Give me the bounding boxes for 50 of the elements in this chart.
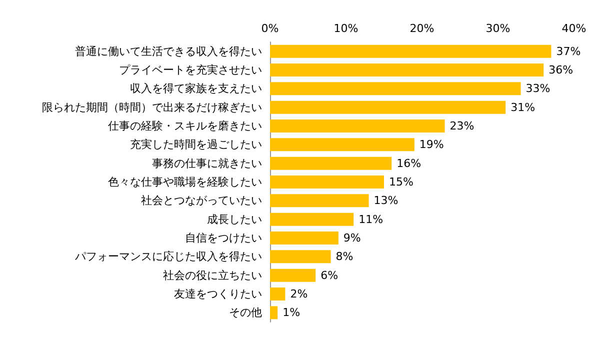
y-tick-label: 普通に働いて生活できる収入を得たい	[75, 44, 262, 58]
bar	[270, 176, 384, 188]
data-label: 6%	[320, 268, 338, 282]
bar	[270, 44, 552, 58]
bar	[270, 138, 414, 152]
data-label: 9%	[343, 232, 361, 244]
data-label: 11%	[358, 212, 384, 226]
data-label: 2%	[290, 288, 308, 300]
y-tick-label: 限られた期間（時間）で出来るだけ稼ぎたい	[42, 100, 262, 114]
y-tick-label: 事務の仕事に就きたい	[152, 156, 262, 170]
bar	[270, 120, 445, 132]
bar	[270, 268, 316, 282]
data-label: 19%	[419, 138, 444, 152]
y-tick-label: その他	[229, 306, 262, 320]
bar	[270, 232, 338, 244]
data-label: 36%	[548, 64, 574, 76]
y-tick-label: 社会の役に立ちたい	[163, 268, 262, 282]
data-label: 13%	[374, 194, 398, 208]
y-tick-label: 成長したい	[207, 212, 262, 226]
bar	[270, 82, 521, 96]
bar	[270, 64, 544, 76]
x-tick-label: 30%	[486, 22, 510, 35]
y-tick-label: 社会とつながっていたい	[141, 194, 262, 208]
bar	[270, 100, 506, 114]
data-label: 23%	[450, 120, 474, 132]
y-tick-label: 充実した時間を過ごしたい	[130, 138, 262, 152]
data-label: 33%	[526, 82, 550, 96]
data-label: 31%	[510, 100, 536, 114]
data-label: 1%	[282, 306, 300, 320]
bar	[270, 250, 331, 264]
y-tick-label: 自信をつけたい	[185, 232, 262, 244]
data-label: 15%	[389, 176, 414, 188]
bar	[270, 212, 354, 226]
y-tick-label: 色々な仕事や職場を経験したい	[108, 176, 262, 188]
bar	[270, 194, 369, 208]
x-tick-label: 40%	[562, 22, 586, 35]
y-tick-label: 収入を得て家族を支えたい	[130, 82, 262, 96]
x-tick-label: 20%	[410, 22, 434, 35]
data-label: 8%	[336, 250, 354, 264]
y-tick-label: 仕事の経験・スキルを磨きたい	[108, 120, 262, 132]
bar	[270, 288, 286, 300]
data-label: 37%	[556, 44, 581, 58]
x-tick-label: 0%	[261, 22, 279, 35]
bar	[270, 156, 392, 170]
y-tick-label: プライベートを充実させたい	[119, 64, 262, 76]
data-label: 16%	[396, 156, 422, 170]
y-tick-label: パフォーマンスに応じた収入を得たい	[74, 250, 262, 264]
y-tick-label: 友達をつくりたい	[174, 288, 262, 300]
x-tick-label: 10%	[334, 22, 358, 35]
bar	[270, 306, 278, 320]
